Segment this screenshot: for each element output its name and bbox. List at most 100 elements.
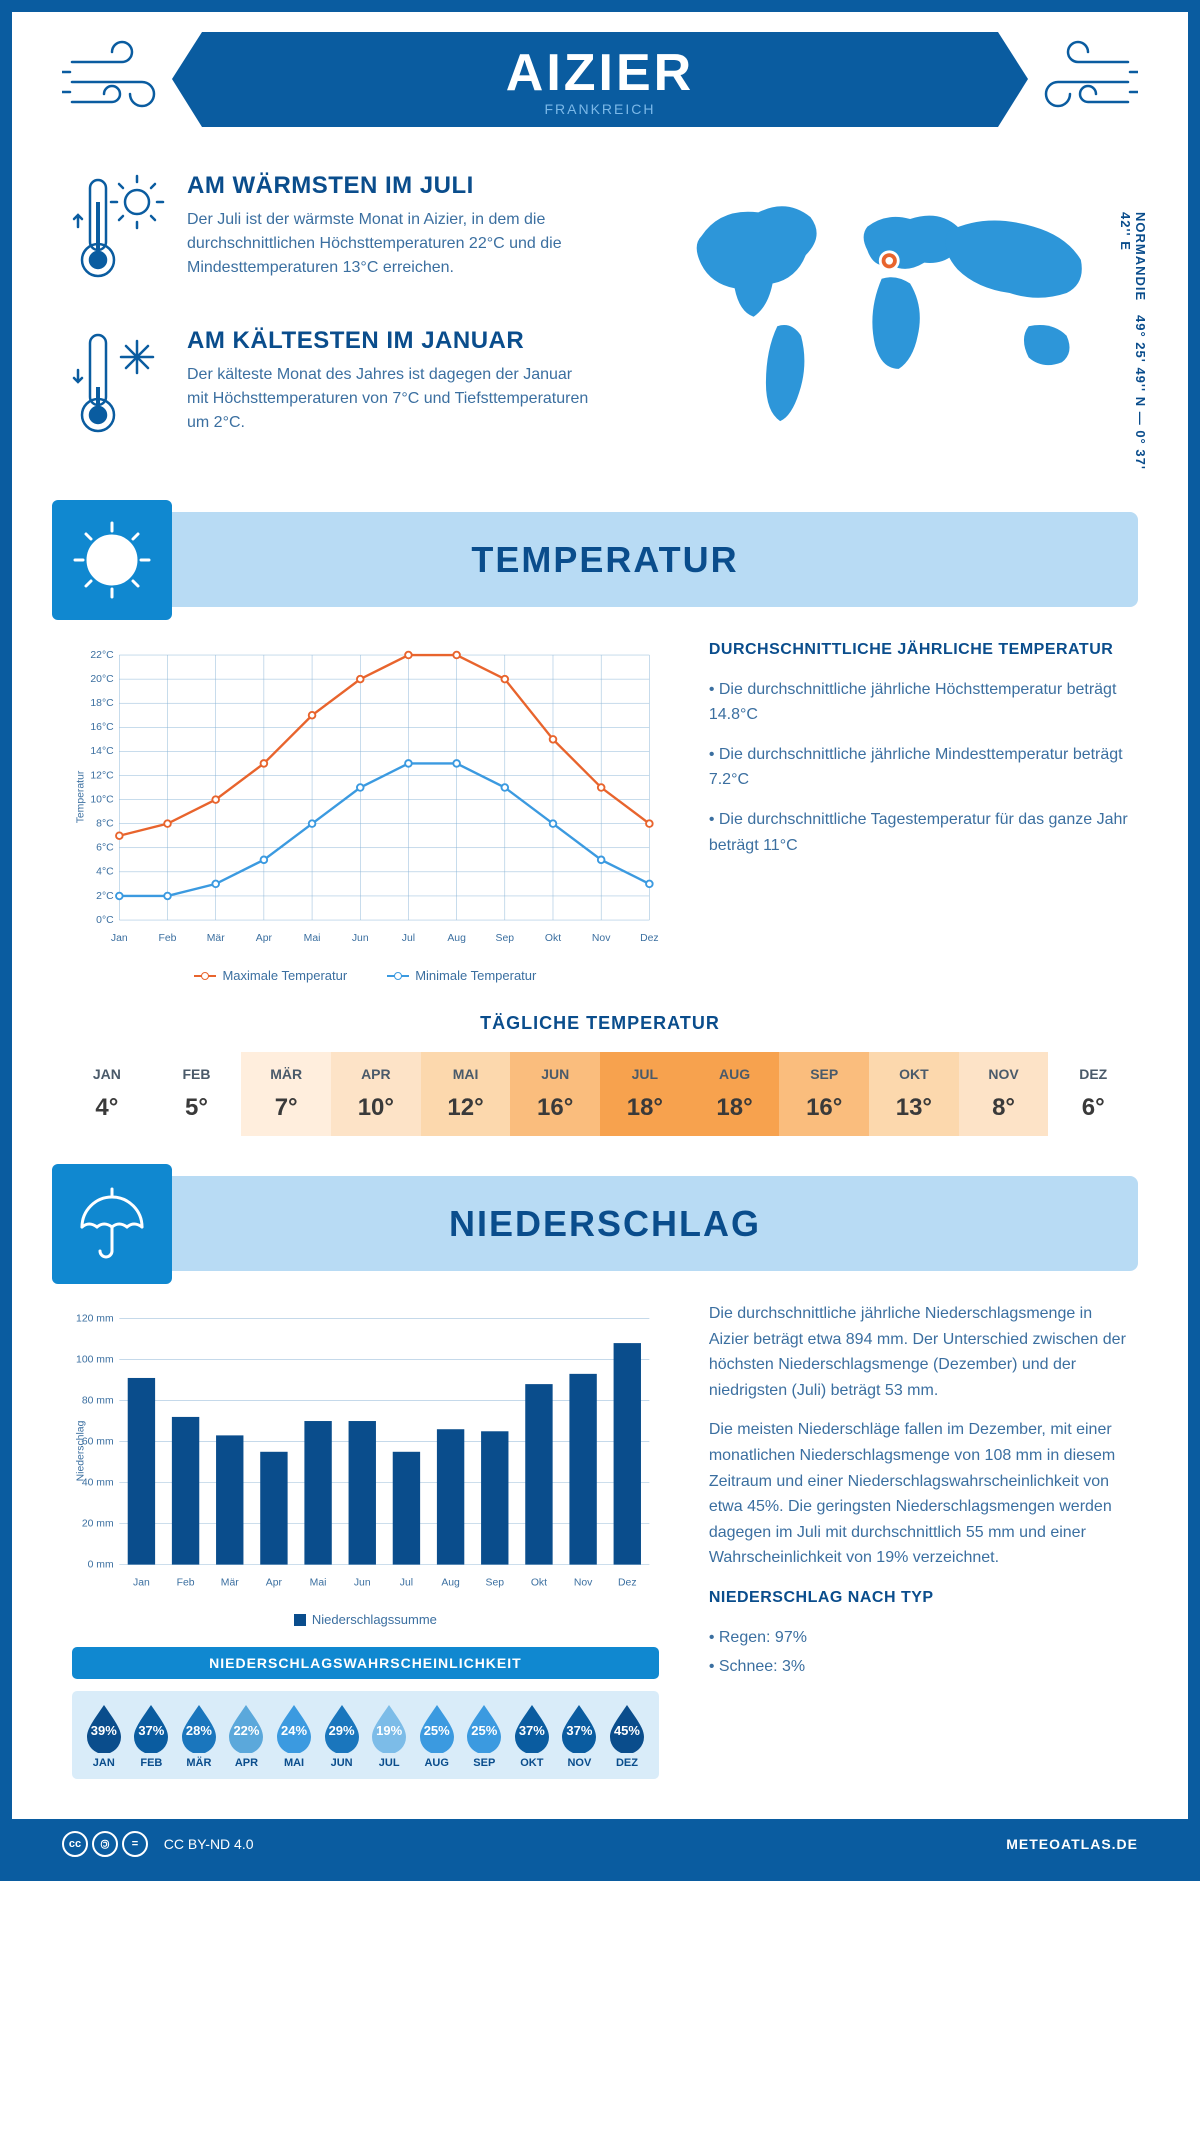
svg-text:14°C: 14°C xyxy=(90,746,114,757)
svg-text:Jul: Jul xyxy=(400,1577,413,1588)
probability-drop: 45%DEZ xyxy=(603,1701,651,1769)
world-map xyxy=(654,172,1128,452)
svg-text:120 mm: 120 mm xyxy=(76,1313,114,1324)
svg-text:Jun: Jun xyxy=(352,933,369,944)
warmest-fact: AM WÄRMSTEN IM JULI Der Juli ist der wär… xyxy=(72,172,594,297)
city-name: AIZIER xyxy=(202,43,998,103)
svg-text:2°C: 2°C xyxy=(96,891,114,902)
coldest-body: Der kälteste Monat des Jahres ist dagege… xyxy=(187,363,594,435)
temp-cell: JUL18° xyxy=(600,1052,690,1136)
temp-legend: Maximale Temperatur Minimale Temperatur xyxy=(72,968,659,983)
daily-temp-table: JAN4°FEB5°MÄR7°APR10°MAI12°JUN16°JUL18°A… xyxy=(62,1052,1138,1136)
svg-text:Apr: Apr xyxy=(266,1577,283,1588)
svg-text:Jun: Jun xyxy=(354,1577,371,1588)
svg-text:Okt: Okt xyxy=(531,1577,547,1588)
precip-legend: Niederschlagssumme xyxy=(72,1612,659,1627)
svg-text:0°C: 0°C xyxy=(96,915,114,926)
svg-text:Mai: Mai xyxy=(310,1577,327,1588)
precip-title: NIEDERSCHLAG xyxy=(172,1203,1138,1245)
probability-title: NIEDERSCHLAGSWAHRSCHEINLICHKEIT xyxy=(72,1647,659,1679)
svg-text:100 mm: 100 mm xyxy=(76,1354,114,1365)
thermometer-sun-icon xyxy=(72,172,167,297)
temp-section-header: TEMPERATUR xyxy=(62,512,1138,607)
intro-row: AM WÄRMSTEN IM JULI Der Juli ist der wär… xyxy=(12,172,1188,512)
temp-cell: SEP16° xyxy=(779,1052,869,1136)
svg-text:Apr: Apr xyxy=(256,933,273,944)
svg-text:Jan: Jan xyxy=(111,933,128,944)
precip-summary: Die durchschnittliche jährliche Niedersc… xyxy=(709,1301,1128,1779)
svg-text:Dez: Dez xyxy=(618,1577,637,1588)
coordinates: NORMANDIE 49° 25' 49'' N — 0° 37' 42'' E xyxy=(1118,212,1148,482)
svg-text:22°C: 22°C xyxy=(90,650,114,661)
svg-text:20°C: 20°C xyxy=(90,674,114,685)
probability-drop: 19%JUL xyxy=(365,1701,413,1769)
svg-text:80 mm: 80 mm xyxy=(82,1395,114,1406)
svg-text:20 mm: 20 mm xyxy=(82,1518,114,1529)
svg-text:4°C: 4°C xyxy=(96,867,114,878)
probability-drop: 25%SEP xyxy=(461,1701,509,1769)
svg-text:Dez: Dez xyxy=(640,933,659,944)
svg-text:16°C: 16°C xyxy=(90,722,114,733)
daily-temp-title: TÄGLICHE TEMPERATUR xyxy=(12,1013,1188,1034)
temp-summary: DURCHSCHNITTLICHE JÄHRLICHE TEMPERATUR •… xyxy=(709,637,1128,983)
svg-text:6°C: 6°C xyxy=(96,843,114,854)
svg-text:12°C: 12°C xyxy=(90,770,114,781)
probability-drop: 37%NOV xyxy=(556,1701,604,1769)
svg-text:Sep: Sep xyxy=(496,933,515,944)
probability-drop: 22%APR xyxy=(223,1701,271,1769)
umbrella-icon xyxy=(52,1164,172,1284)
temp-cell: FEB5° xyxy=(152,1052,242,1136)
svg-text:Mär: Mär xyxy=(207,933,225,944)
probability-drop: 28%MÄR xyxy=(175,1701,223,1769)
svg-text:Niederschlag: Niederschlag xyxy=(75,1420,86,1481)
page-header: AIZIER FRANKREICH xyxy=(12,12,1188,172)
temp-cell: DEZ6° xyxy=(1048,1052,1138,1136)
svg-text:Temperatur: Temperatur xyxy=(75,770,86,823)
svg-text:Jan: Jan xyxy=(133,1577,150,1588)
svg-text:Nov: Nov xyxy=(592,933,611,944)
warmest-body: Der Juli ist der wärmste Monat in Aizier… xyxy=(187,208,594,280)
svg-text:8°C: 8°C xyxy=(96,819,114,830)
temp-title: TEMPERATUR xyxy=(172,539,1138,581)
site-name: METEOATLAS.DE xyxy=(1006,1836,1138,1852)
precipitation-bar-chart: 0 mm20 mm40 mm60 mm80 mm100 mm120 mmJanF… xyxy=(72,1301,659,1601)
temp-cell: AUG18° xyxy=(690,1052,780,1136)
svg-text:Okt: Okt xyxy=(545,933,561,944)
svg-text:Mai: Mai xyxy=(304,933,321,944)
svg-text:0 mm: 0 mm xyxy=(88,1559,114,1570)
temp-cell: MAI12° xyxy=(421,1052,511,1136)
nd-icon: = xyxy=(122,1831,148,1857)
svg-text:Feb: Feb xyxy=(177,1577,195,1588)
probability-drop: 39%JAN xyxy=(80,1701,128,1769)
svg-text:Mär: Mär xyxy=(221,1577,239,1588)
temp-cell: MÄR7° xyxy=(241,1052,331,1136)
precip-section-header: NIEDERSCHLAG xyxy=(62,1176,1138,1271)
page-footer: cc 🄯 = CC BY-ND 4.0 METEOATLAS.DE xyxy=(12,1819,1188,1869)
temp-cell: NOV8° xyxy=(959,1052,1049,1136)
sun-icon xyxy=(52,500,172,620)
coldest-fact: AM KÄLTESTEN IM JANUAR Der kälteste Mona… xyxy=(72,327,594,452)
svg-text:Nov: Nov xyxy=(574,1577,593,1588)
svg-text:60 mm: 60 mm xyxy=(82,1436,114,1447)
svg-text:Sep: Sep xyxy=(486,1577,505,1588)
svg-text:10°C: 10°C xyxy=(90,794,114,805)
warmest-title: AM WÄRMSTEN IM JULI xyxy=(187,172,594,200)
thermometer-snow-icon xyxy=(72,327,167,452)
temp-cell: OKT13° xyxy=(869,1052,959,1136)
country-name: FRANKREICH xyxy=(202,101,998,117)
temperature-line-chart: 0°C2°C4°C6°C8°C10°C12°C14°C16°C18°C20°C2… xyxy=(72,637,659,957)
svg-text:Jul: Jul xyxy=(402,933,415,944)
coldest-title: AM KÄLTESTEN IM JANUAR xyxy=(187,327,594,355)
cc-icon: cc xyxy=(62,1831,88,1857)
probability-drop: 37%FEB xyxy=(128,1701,176,1769)
probability-drop: 29%JUN xyxy=(318,1701,366,1769)
probability-drop: 37%OKT xyxy=(508,1701,556,1769)
probability-drop: 24%MAI xyxy=(270,1701,318,1769)
temp-cell: JUN16° xyxy=(510,1052,600,1136)
svg-text:Aug: Aug xyxy=(441,1577,460,1588)
svg-text:Feb: Feb xyxy=(159,933,177,944)
by-icon: 🄯 xyxy=(92,1831,118,1857)
temp-cell: JAN4° xyxy=(62,1052,152,1136)
title-banner: AIZIER FRANKREICH xyxy=(202,32,998,127)
probability-drop: 25%AUG xyxy=(413,1701,461,1769)
